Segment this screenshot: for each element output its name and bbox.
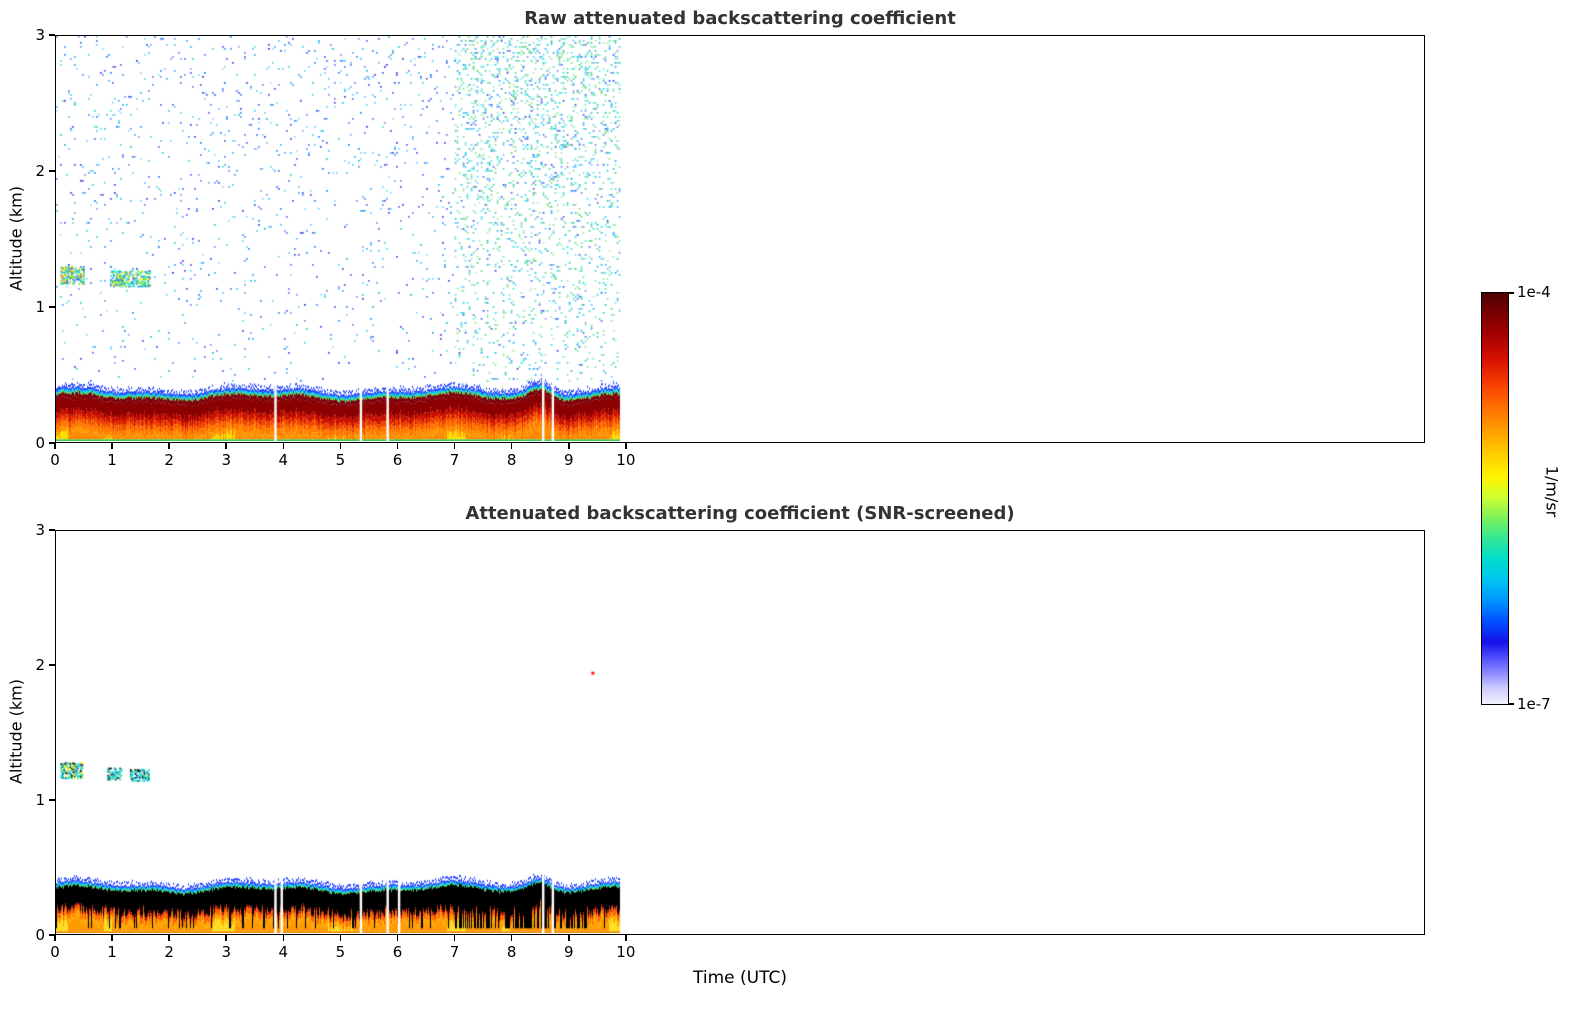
- x-tick-label: 0: [50, 451, 60, 469]
- y-tick-mark: [49, 529, 55, 531]
- x-tick-mark: [567, 443, 570, 449]
- x-tick-label: 6: [392, 943, 403, 961]
- x-tick-label: 3: [221, 943, 232, 961]
- x-tick-mark: [54, 935, 56, 941]
- y-tick-mark: [49, 306, 55, 308]
- x-tick-mark: [225, 935, 228, 941]
- y-tick-mark: [49, 34, 55, 36]
- x-tick-mark: [625, 443, 627, 449]
- x-tick-mark: [625, 935, 627, 941]
- y-tick-label: 0: [35, 434, 45, 452]
- y-tick-label: 3: [35, 521, 45, 539]
- x-tick-label: 6: [392, 451, 403, 469]
- x-tick-mark: [168, 935, 170, 941]
- x-tick-mark: [339, 443, 342, 449]
- x-tick-label: 4: [278, 943, 289, 961]
- colorbar: [1481, 292, 1509, 705]
- x-tick-label: 5: [335, 451, 346, 469]
- screened-plot-box: [55, 530, 1425, 935]
- colorbar-max-label: 1e-4: [1517, 283, 1551, 301]
- raw-heatmap-canvas: [56, 36, 1423, 441]
- x-tick-mark: [567, 935, 570, 941]
- x-tick-label: 8: [506, 943, 517, 961]
- x-tick-mark: [453, 935, 456, 941]
- screened-panel-title: Attenuated backscattering coefficient (S…: [465, 503, 1015, 524]
- x-tick-mark: [282, 935, 285, 941]
- raw-panel-title: Raw attenuated backscattering coefficien…: [524, 8, 956, 29]
- y-tick-mark: [49, 799, 55, 801]
- x-tick-label: 2: [164, 943, 174, 961]
- y-tick-mark: [49, 442, 55, 444]
- colorbar-min-tick: [1509, 703, 1514, 705]
- x-tick-label: 1: [107, 943, 117, 961]
- x-tick-mark: [510, 443, 513, 449]
- x-tick-label: 7: [449, 451, 460, 469]
- x-tick-mark: [111, 935, 113, 941]
- x-tick-label: 8: [506, 451, 517, 469]
- y-tick-label: 1: [35, 298, 45, 316]
- x-tick-label: 7: [449, 943, 460, 961]
- y-tick-mark: [49, 664, 55, 666]
- x-tick-mark: [510, 935, 513, 941]
- x-tick-mark: [111, 443, 113, 449]
- x-tick-label: 3: [221, 451, 232, 469]
- x-tick-mark: [396, 935, 399, 941]
- x-tick-label: 10: [616, 451, 636, 469]
- y-tick-label: 0: [35, 926, 45, 944]
- y-tick-mark: [49, 170, 55, 172]
- x-tick-mark: [168, 443, 170, 449]
- y-tick-label: 3: [35, 26, 45, 44]
- y-tick-mark: [49, 934, 55, 936]
- screened-heatmap-canvas: [56, 531, 1423, 933]
- x-tick-mark: [396, 443, 399, 449]
- colorbar-min-label: 1e-7: [1517, 695, 1551, 713]
- y-tick-label: 2: [35, 162, 45, 180]
- raw-plot-box: [55, 35, 1425, 443]
- x-tick-label: 5: [335, 943, 346, 961]
- x-tick-label: 10: [616, 943, 636, 961]
- y-tick-label: 1: [35, 791, 45, 809]
- x-tick-mark: [225, 443, 228, 449]
- x-tick-label: 1: [107, 451, 117, 469]
- colorbar-units-label: 1/m/sr: [1542, 465, 1562, 518]
- x-tick-mark: [282, 443, 285, 449]
- x-tick-label: 2: [164, 451, 174, 469]
- y-tick-label: 2: [35, 656, 45, 674]
- time-axis-label: Time (UTC): [693, 968, 787, 988]
- colorbar-max-tick: [1509, 292, 1514, 294]
- x-tick-mark: [339, 935, 342, 941]
- x-tick-mark: [453, 443, 456, 449]
- x-tick-mark: [54, 443, 56, 449]
- x-tick-label: 9: [563, 943, 574, 961]
- x-tick-label: 0: [50, 943, 60, 961]
- x-tick-label: 9: [563, 451, 574, 469]
- x-tick-label: 4: [278, 451, 289, 469]
